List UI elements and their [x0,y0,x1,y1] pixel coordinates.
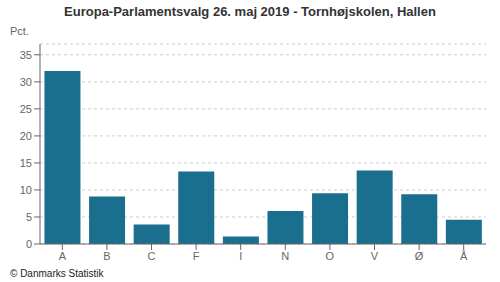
svg-text:Ø: Ø [415,250,424,262]
svg-text:5: 5 [26,211,32,223]
svg-text:N: N [281,250,289,262]
svg-text:0: 0 [26,238,32,250]
svg-text:25: 25 [20,103,32,115]
svg-text:I: I [239,250,242,262]
svg-text:B: B [103,250,110,262]
svg-text:C: C [148,250,156,262]
svg-text:Å: Å [460,250,468,262]
svg-text:30: 30 [20,76,32,88]
svg-text:15: 15 [20,157,32,169]
svg-text:35: 35 [20,49,32,61]
svg-text:20: 20 [20,130,32,142]
svg-text:V: V [371,250,379,262]
html-text:© Danmarks Statistik: © Danmarks Statistik [10,268,104,279]
svg-text:A: A [59,250,67,262]
svg-text:F: F [193,250,200,262]
svg-text:10: 10 [20,184,32,196]
html-text:Pct.: Pct. [10,25,29,37]
html-text:Europa-Parlamentsvalg 26. maj: Europa-Parlamentsvalg 26. maj 2019 - Tor… [64,4,436,19]
svg-text:O: O [326,250,335,262]
